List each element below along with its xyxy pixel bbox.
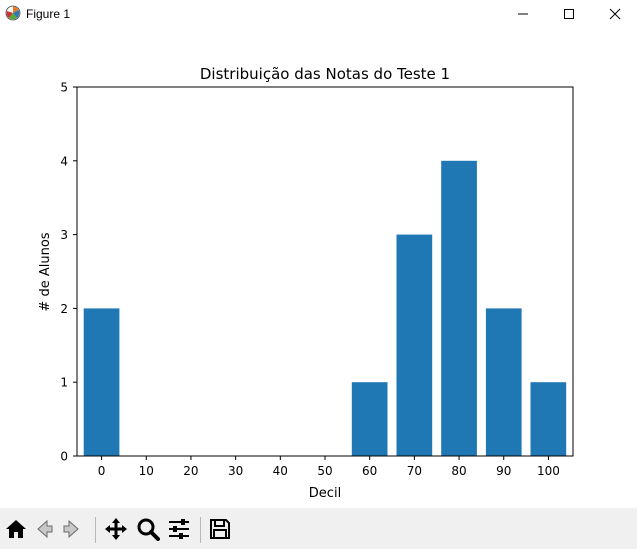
- x-tick-label: 50: [317, 464, 332, 478]
- floppy-disk-icon: [210, 519, 230, 539]
- y-tick-label: 2: [60, 302, 68, 316]
- x-axis-label: Decil: [309, 486, 341, 501]
- navigation-toolbar: [0, 508, 637, 549]
- maximize-icon: [564, 9, 574, 19]
- bar-100: [530, 382, 567, 456]
- x-tick-label: 70: [407, 464, 422, 478]
- sliders-icon: [169, 519, 189, 539]
- zoom-button[interactable]: [134, 515, 162, 543]
- configure-subplots-button[interactable]: [165, 515, 193, 543]
- x-tick-label: 60: [362, 464, 377, 478]
- pan-button[interactable]: [102, 515, 130, 543]
- x-tick-label: 0: [98, 464, 106, 478]
- y-axis-label: # de Alunos: [38, 232, 53, 311]
- figure-canvas[interactable]: Distribuição das Notas do Teste 1 0 10 20 3…: [0, 30, 637, 508]
- chart-title: Distribuição das Notas do Teste 1: [200, 65, 450, 83]
- bar-80: [441, 160, 477, 457]
- bars-group: [83, 160, 567, 457]
- bar-60: [351, 382, 388, 456]
- save-button[interactable]: [206, 515, 234, 543]
- x-tick-label: 80: [451, 464, 466, 478]
- title-bar: Figure 1: [0, 0, 637, 30]
- home-button[interactable]: [2, 515, 30, 543]
- y-tick-label: 5: [60, 81, 68, 95]
- x-tick-label: 10: [139, 464, 154, 478]
- y-tick-label: 0: [60, 450, 68, 464]
- y-tick-label: 3: [60, 228, 68, 242]
- close-icon: [609, 8, 621, 20]
- x-tick-label: 20: [183, 464, 198, 478]
- forward-button[interactable]: [58, 515, 86, 543]
- x-axis-ticks: 0 10 20 30 40 50 60 70 80 90 100: [98, 456, 560, 478]
- matplotlib-icon: [5, 5, 21, 21]
- x-tick-label: 40: [273, 464, 288, 478]
- forward-arrow-icon: [63, 519, 79, 539]
- close-button[interactable]: [592, 0, 637, 28]
- back-arrow-icon: [37, 519, 53, 539]
- minimize-button[interactable]: [500, 0, 546, 28]
- y-tick-label: 1: [60, 376, 68, 390]
- move-icon: [105, 518, 127, 540]
- window-title: Figure 1: [26, 7, 71, 21]
- x-tick-label: 100: [537, 464, 560, 478]
- back-button[interactable]: [30, 515, 58, 543]
- minimize-icon: [518, 13, 528, 15]
- x-tick-label: 90: [496, 464, 511, 478]
- bar-0: [83, 308, 120, 456]
- home-icon: [6, 520, 26, 538]
- y-axis-ticks: 0 1 2 3 4 5: [60, 81, 77, 464]
- magnifier-icon: [137, 518, 160, 541]
- bar-chart: Distribuição das Notas do Teste 1 0 10 20 3…: [38, 65, 574, 501]
- bar-70: [396, 234, 433, 456]
- toolbar-separator: [200, 517, 201, 543]
- toolbar-separator: [95, 517, 96, 543]
- y-tick-label: 4: [60, 154, 68, 168]
- x-tick-label: 30: [228, 464, 243, 478]
- bar-90: [485, 308, 522, 456]
- maximize-button[interactable]: [546, 0, 592, 28]
